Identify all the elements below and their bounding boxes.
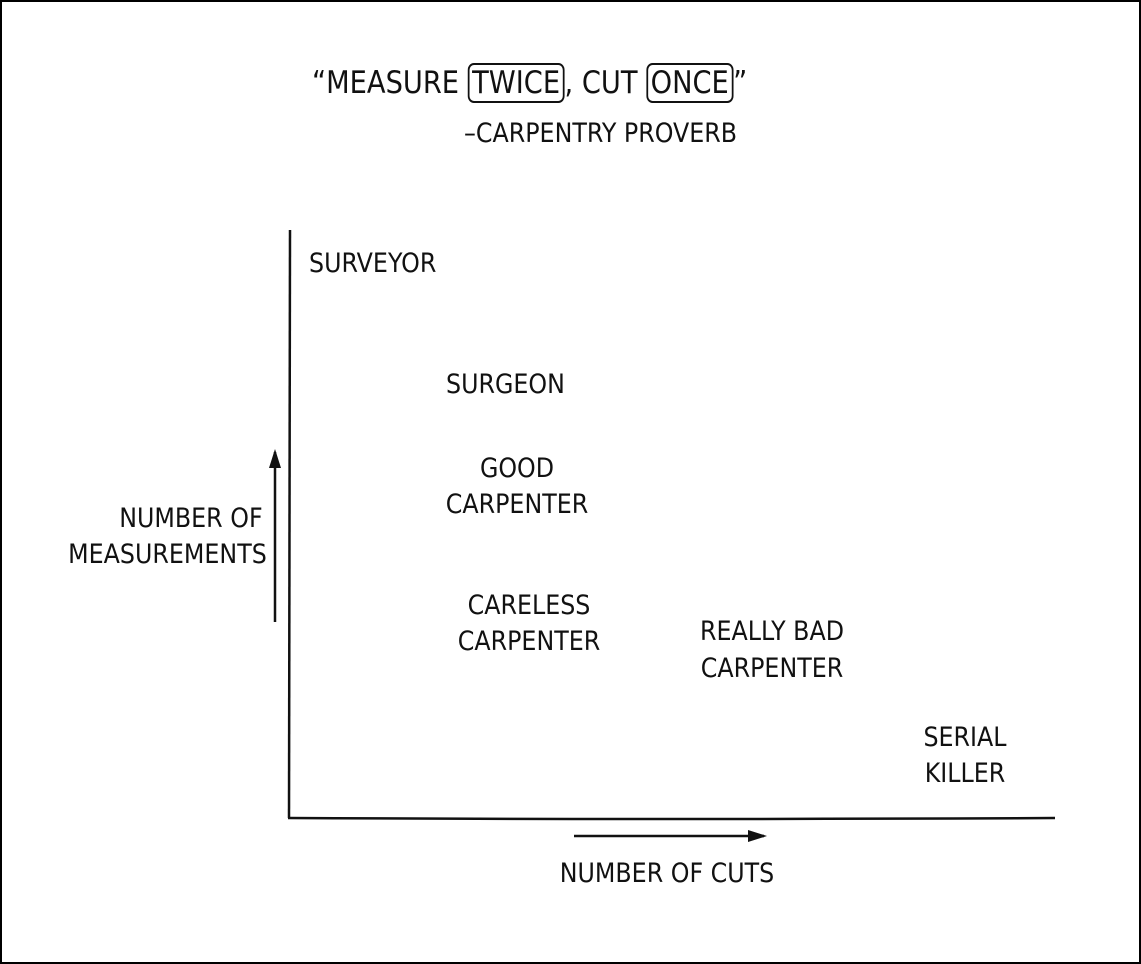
y-axis-line: [287, 229, 292, 819]
y-axis-label-line1: NUMBER OF: [119, 503, 263, 534]
x-axis-label: NUMBER OF CUTS: [559, 858, 775, 889]
label-serial-killer-2: KILLER: [924, 758, 1006, 789]
label-careless-carpenter-2: CARPENTER: [457, 626, 601, 657]
label-good-carpenter-1: GOOD: [479, 453, 555, 484]
word-once: ONCE: [646, 63, 734, 103]
label-really-bad-carpenter-1: REALLY BAD: [699, 616, 845, 647]
title-quote: “MEASURE TWICE, CUT ONCE”: [312, 62, 747, 104]
label-careless-carpenter-1: CARELESS: [467, 590, 591, 621]
y-arrow-head: [269, 449, 281, 468]
label-good-carpenter-2: CARPENTER: [445, 489, 589, 520]
attribution: –CARPENTRY PROVERB: [464, 118, 738, 149]
label-really-bad-carpenter-2: CARPENTER: [700, 653, 844, 684]
y-axis-label-line2: MEASUREMENTS: [68, 539, 267, 570]
x-axis-line: [287, 816, 1056, 821]
quote-open: “MEASURE: [312, 65, 468, 101]
quote-close: ”: [733, 65, 748, 101]
label-serial-killer-1: SERIAL: [923, 722, 1007, 753]
word-twice: TWICE: [467, 63, 565, 103]
label-surgeon: SURGEON: [446, 369, 565, 400]
label-surveyor: SURVEYOR: [309, 248, 437, 279]
quote-middle: , CUT: [564, 65, 647, 101]
x-arrow-head: [748, 830, 767, 842]
